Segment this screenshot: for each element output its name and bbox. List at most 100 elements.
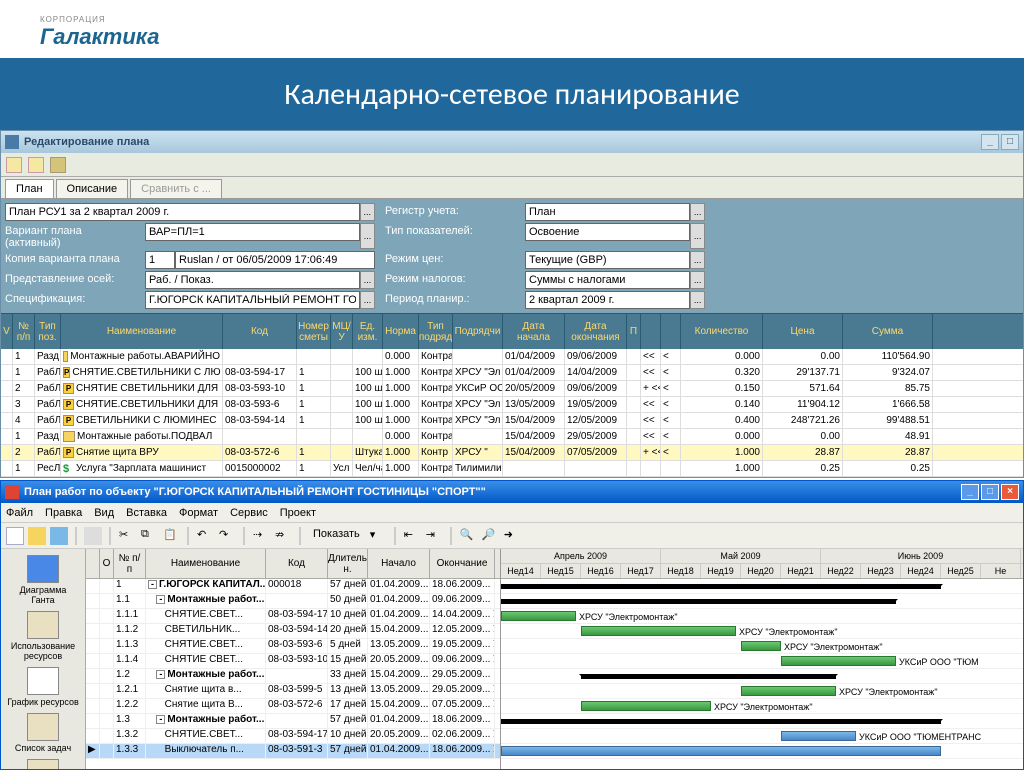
titlebar[interactable]: Редактирование плана _ □ — [1, 131, 1023, 153]
undo-icon[interactable]: ↶ — [196, 527, 214, 545]
expander-icon[interactable]: - — [156, 715, 165, 724]
sidebar-item[interactable]: График ресурсов — [5, 665, 81, 709]
table-row[interactable]: 2РабЛPСнятие щита ВРУ08-03-572-61Штука1.… — [1, 445, 1023, 461]
indicator-type-field[interactable] — [525, 223, 690, 241]
copy-info-field[interactable] — [175, 251, 375, 269]
lookup-button[interactable]: ... — [690, 271, 705, 289]
dropdown-icon[interactable]: ▾ — [369, 527, 387, 545]
unlink-icon[interactable]: ⇏ — [274, 527, 292, 545]
zoom-out-icon[interactable]: 🔎 — [481, 527, 499, 545]
tab-description[interactable]: Описание — [56, 179, 129, 198]
print-icon[interactable] — [84, 527, 102, 545]
column-header[interactable] — [86, 549, 100, 578]
lookup-button[interactable]: ... — [360, 271, 375, 289]
column-header[interactable]: V — [1, 314, 13, 349]
task-row[interactable]: 1.1.3 СНЯТИЕ.СВЕТ...08-03-593-65 дней13.… — [86, 639, 500, 654]
column-header[interactable]: Наименование — [146, 549, 266, 578]
menu-item[interactable]: Сервис — [230, 507, 268, 519]
axis-field[interactable] — [145, 271, 360, 289]
table-row[interactable]: 1РабЛPСНЯТИЕ.СВЕТИЛЬНИКИ С ЛЮ08-03-594-1… — [1, 365, 1023, 381]
spec-field[interactable] — [145, 291, 360, 309]
column-header[interactable]: Код — [266, 549, 328, 578]
gantt-bar[interactable] — [501, 719, 941, 724]
task-row[interactable]: 1.3.2 СНЯТИЕ.СВЕТ...08-03-594-1710 дней2… — [86, 729, 500, 744]
lookup-button[interactable]: ... — [360, 203, 375, 221]
sidebar-item[interactable]: Список ресурсов — [5, 757, 81, 769]
gantt-bar[interactable]: ХРСУ "Электромонтаж" — [741, 686, 836, 696]
price-mode-field[interactable] — [525, 251, 690, 269]
register-field[interactable] — [525, 203, 690, 221]
gantt-bar[interactable] — [501, 746, 941, 756]
save-icon[interactable] — [50, 527, 68, 545]
table-row[interactable]: 3РабЛPСНЯТИЕ.СВЕТИЛЬНИКИ ДЛЯ08-03-593-61… — [1, 397, 1023, 413]
indent-icon[interactable]: ⇥ — [425, 527, 443, 545]
column-header[interactable]: МЦ/У — [331, 314, 353, 349]
expander-icon[interactable]: - — [156, 595, 165, 604]
column-header[interactable]: Тип подряд — [419, 314, 453, 349]
task-row[interactable]: 1.2 -Монтажные работ...33 дней15.04.2009… — [86, 669, 500, 684]
menu-item[interactable]: Вид — [94, 507, 114, 519]
goto-icon[interactable]: ➜ — [503, 527, 521, 545]
task-row[interactable]: 1.2.2 Снятие щита В...08-03-572-617 дней… — [86, 699, 500, 714]
link-icon[interactable]: ⇢ — [252, 527, 270, 545]
copy-icon[interactable]: ⧉ — [140, 527, 158, 545]
gantt-bar[interactable]: ХРСУ "Электромонтаж" — [581, 701, 711, 711]
task-row[interactable]: 1.1.2 СВЕТИЛЬНИК...08-03-594-1420 дней15… — [86, 624, 500, 639]
column-header[interactable]: О — [100, 549, 114, 578]
column-header[interactable]: Норма — [383, 314, 419, 349]
column-header[interactable] — [661, 314, 681, 349]
gantt-bar[interactable]: ХРСУ "Электромонтаж" — [501, 611, 576, 621]
column-header[interactable]: Ед. изм. — [353, 314, 383, 349]
gantt-bar[interactable]: УКСиР ООО "ТЮМ — [781, 656, 896, 666]
folder-icon[interactable] — [28, 157, 44, 173]
column-header[interactable] — [641, 314, 661, 349]
copy-num-field[interactable] — [145, 251, 175, 269]
open-icon[interactable] — [6, 157, 22, 173]
task-row[interactable]: 1.2.1 Снятие щита в...08-03-599-513 дней… — [86, 684, 500, 699]
task-row[interactable]: 1.3 -Монтажные работ...57 дней01.04.2009… — [86, 714, 500, 729]
column-header[interactable]: Длитель н. — [328, 549, 368, 578]
zoom-in-icon[interactable]: 🔍 — [459, 527, 477, 545]
sidebar-item[interactable]: Диаграмма Ганта — [5, 553, 81, 607]
column-header[interactable]: Цена — [763, 314, 843, 349]
redo-icon[interactable]: ↷ — [218, 527, 236, 545]
maximize-button[interactable]: □ — [1001, 134, 1019, 150]
column-header[interactable]: № п/п — [13, 314, 35, 349]
show-button[interactable]: Показать — [308, 527, 365, 545]
sidebar-item[interactable]: Использование ресурсов — [5, 609, 81, 663]
table-row[interactable]: 2РабЛPСНЯТИЕ СВЕТИЛЬНИКИ ДЛЯ08-03-593-10… — [1, 381, 1023, 397]
paste-icon[interactable]: 📋 — [162, 527, 180, 545]
tab-plan[interactable]: План — [5, 179, 54, 198]
gantt-bar[interactable]: ХРСУ "Электромонтаж" — [741, 641, 781, 651]
gantt-bar[interactable] — [581, 674, 836, 679]
menu-item[interactable]: Правка — [45, 507, 82, 519]
column-header[interactable]: Дата начала — [503, 314, 565, 349]
column-header[interactable]: Количество — [681, 314, 763, 349]
column-header[interactable]: № п/п — [114, 549, 146, 578]
column-header[interactable]: Дата окончания — [565, 314, 627, 349]
table-row[interactable]: 1РаздМонтажные работы.АВАРИЙНО0.000Контр… — [1, 349, 1023, 365]
task-row[interactable]: ▶1.3.3 Выключатель п...08-03-591-357 дне… — [86, 744, 500, 759]
task-row[interactable]: 1.1.1 СНЯТИЕ.СВЕТ...08-03-594-1710 дней0… — [86, 609, 500, 624]
tab-compare[interactable]: Сравнить с ... — [130, 179, 222, 198]
minimize-button[interactable]: _ — [961, 484, 979, 500]
task-row[interactable]: 1.1.4 СНЯТИЕ СВЕТ...08-03-593-1015 дней2… — [86, 654, 500, 669]
menu-item[interactable]: Формат — [179, 507, 218, 519]
sidebar-item[interactable]: Список задач — [5, 711, 81, 755]
new-icon[interactable] — [6, 527, 24, 545]
table-row[interactable]: 4РабЛPСВЕТИЛЬНИКИ С ЛЮМИНЕС08-03-594-141… — [1, 413, 1023, 429]
task-row[interactable]: 1-Г.ЮГОРСК КАПИТАЛ...00001857 дней01.04.… — [86, 579, 500, 594]
lookup-button[interactable]: ... — [360, 291, 375, 309]
table-row[interactable]: 1РаздМонтажные работы.ПОДВАЛ0.000Контраг… — [1, 429, 1023, 445]
titlebar[interactable]: План работ по объекту "Г.ЮГОРСК КАПИТАЛЬ… — [1, 481, 1023, 503]
gantt-bar[interactable] — [501, 599, 896, 604]
column-header[interactable]: Код — [223, 314, 297, 349]
column-header[interactable]: Тип поз. — [35, 314, 61, 349]
column-header[interactable]: Сумма — [843, 314, 933, 349]
column-header[interactable]: Окончание — [430, 549, 495, 578]
open-icon[interactable] — [28, 527, 46, 545]
outdent-icon[interactable]: ⇤ — [403, 527, 421, 545]
task-row[interactable]: 1.1 -Монтажные работ...50 дней01.04.2009… — [86, 594, 500, 609]
lookup-button[interactable]: ... — [690, 291, 705, 309]
menu-item[interactable]: Проект — [280, 507, 316, 519]
